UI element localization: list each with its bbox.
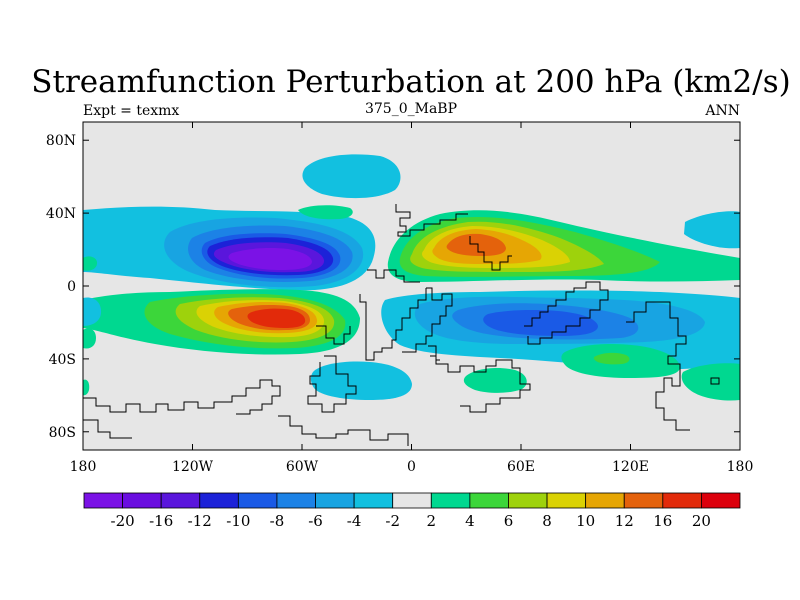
contour-pos-2-left-north: [83, 256, 98, 271]
contour-pos-2-north: [298, 205, 353, 220]
coastline-antarctic-edge: [83, 419, 132, 439]
contour-neg-2-edge: [83, 297, 102, 326]
case-label: 375_0_MaBP: [365, 101, 457, 117]
colorbar-labels: -20 -16 -12 -10 -8 -6 -4 -2 2 4 6 8 10 12 16 20: [111, 512, 711, 530]
contour-neg-4-north-cap: [302, 154, 401, 199]
colorbar-box: [276, 492, 316, 509]
colorbar-box: [83, 492, 123, 509]
x-tick-label: 60W: [286, 459, 319, 475]
contour-pos-4-southeast: [593, 352, 630, 365]
y-tick-label: 0: [67, 279, 76, 295]
x-tick-label: 180: [727, 459, 754, 475]
colorbar-label: 6: [504, 512, 514, 530]
colorbar-label: 10: [576, 512, 595, 530]
coastline-east-inlet: [469, 236, 512, 271]
colorbar-box: [315, 492, 355, 509]
contour-pos-12-max: [446, 233, 506, 256]
colorbar-label: 20: [692, 512, 711, 530]
map-background: [83, 122, 740, 450]
coastline-antarctic-west: [83, 379, 281, 415]
colorbar-label: -12: [188, 512, 212, 530]
chart-title: Streamfunction Perturbation at 200 hPa (…: [31, 64, 790, 100]
expt-label: Expt = texmx: [83, 103, 179, 119]
colorbar-label: -8: [270, 512, 285, 530]
season-label: ANN: [704, 103, 740, 119]
colorbar-box: [392, 492, 432, 509]
x-tick-label: 120E: [612, 459, 649, 475]
colorbar-label: 8: [542, 512, 552, 530]
contour-field: [83, 154, 740, 401]
y-tick-label: 80S: [49, 425, 76, 441]
y-tick-label: 80N: [46, 133, 76, 149]
coastline-south-west: [307, 355, 357, 413]
coastline-sliver: [316, 325, 351, 345]
colorbar-label: -20: [111, 512, 135, 530]
colorbar-label: -4: [347, 512, 362, 530]
colorbar-label: 2: [427, 512, 437, 530]
coastline-gondwana-east: [524, 281, 609, 345]
x-tick-label: 0: [407, 459, 416, 475]
colorbar-label: -6: [308, 512, 323, 530]
contour-pos-2-left-edge: [83, 379, 90, 396]
coastline-gondwana-north: [402, 287, 453, 353]
colorbar-box: [662, 492, 702, 509]
colorbar-box: [585, 492, 625, 509]
colorbar-box: [160, 492, 201, 509]
colorbar-box: [508, 492, 548, 509]
contour-pos-16-max: [247, 308, 306, 328]
colorbar-label: 12: [615, 512, 634, 530]
y-tick-label: 40N: [46, 206, 76, 222]
x-tick-label: 120W: [172, 459, 214, 475]
coastline-central-continent: [395, 204, 468, 237]
axis-ticks: [82, 122, 741, 450]
colorbar-box: [469, 492, 509, 509]
coastlines: [83, 204, 720, 446]
colorbar-box: [122, 492, 162, 509]
colorbar-box: [546, 492, 587, 509]
contour-neg-8-min: [483, 310, 598, 336]
colorbar-box: [237, 492, 278, 509]
contour-neg-20-min: [228, 248, 312, 270]
colorbar-label: -2: [385, 512, 400, 530]
colorbar-box: [701, 492, 741, 509]
y-axis-labels: 80N 40N 0 40S 80S: [46, 133, 76, 441]
colorbar-label: 16: [653, 512, 672, 530]
x-tick-label: 60E: [507, 459, 535, 475]
coastline-equatorial: [367, 269, 420, 283]
colorbar-box: [353, 492, 394, 509]
colorbar-label: -16: [149, 512, 173, 530]
colorbar-label: -10: [226, 512, 250, 530]
y-tick-label: 40S: [49, 352, 76, 368]
coastline-antarctic-central: [278, 415, 409, 446]
contour-neg-4-dateline: [684, 211, 740, 249]
colorbar-box: [199, 492, 239, 509]
contour-pos-2-south: [463, 368, 527, 393]
coastline-west-margin: [359, 288, 427, 361]
colorbar-box: [430, 492, 471, 509]
x-tick-label: 180: [70, 459, 97, 475]
coastline-south-arc: [430, 355, 531, 413]
coastline-east-peninsula: [428, 345, 440, 361]
colorbar-label: 4: [465, 512, 475, 530]
x-axis-labels: 180 120W 60W 0 60E 120E 180: [70, 459, 754, 475]
colorbar-box: [623, 492, 664, 509]
coastline-small-island: [710, 377, 720, 385]
contour-pos-2-edge: [83, 328, 96, 349]
colorbar: [83, 492, 741, 509]
coastline-southeast: [626, 301, 690, 431]
